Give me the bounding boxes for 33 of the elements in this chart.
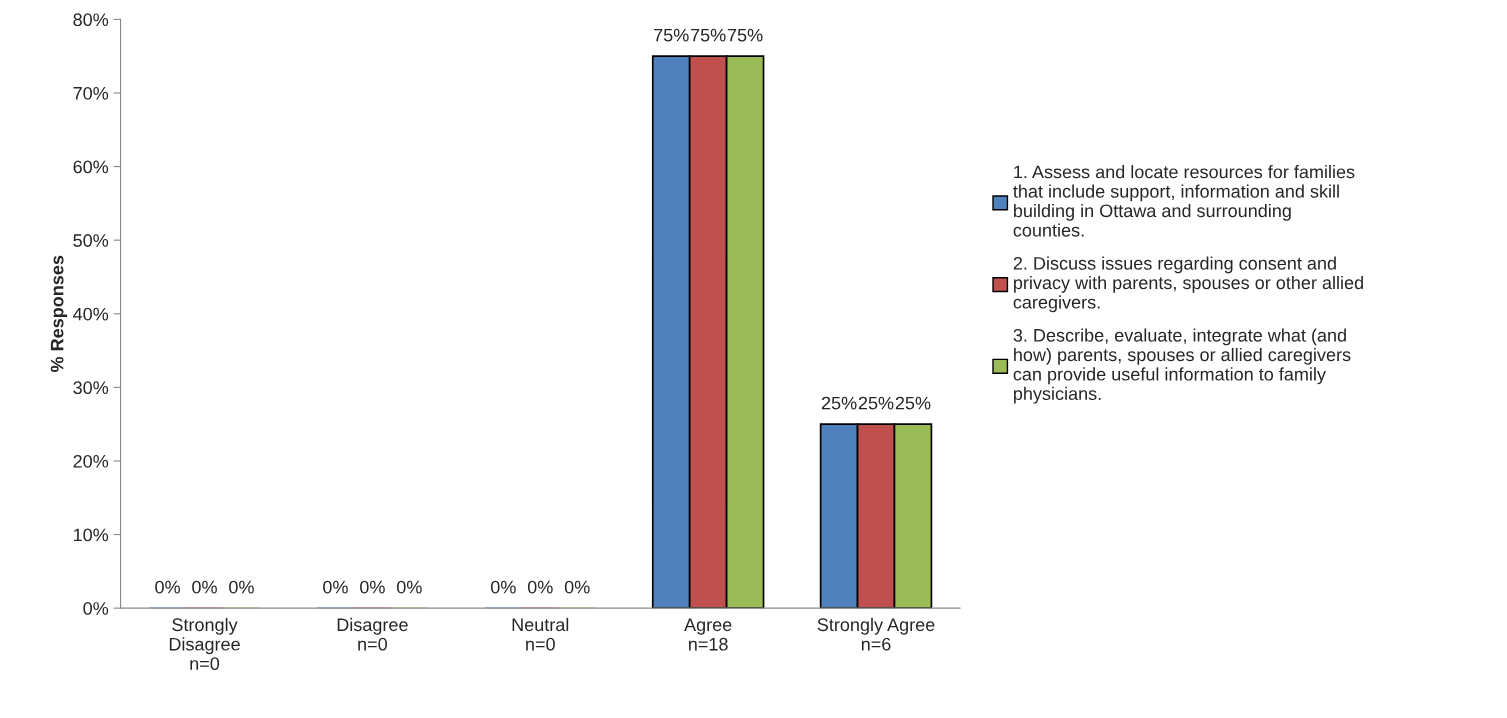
data-label: 0% <box>323 580 348 594</box>
data-label: 75% <box>654 28 689 42</box>
data-label: 75% <box>727 28 763 42</box>
data-label: 0% <box>360 580 385 594</box>
y-tick-label: 60% <box>73 160 109 174</box>
data-label: 0% <box>527 580 553 594</box>
x-tick-label: Strongly Agree n=6 <box>817 617 935 651</box>
x-tick-label: Strongly Disagree n=0 <box>169 617 240 671</box>
data-label: 25% <box>895 396 931 410</box>
y-tick-label: 80% <box>73 13 109 27</box>
y-tick-label: 40% <box>73 307 109 321</box>
legend-label: 3. Describe, evaluate, integrate what (and how) parents, spouses or allied caregivers can provide useful information to family physicians. <box>1013 328 1351 404</box>
data-label: 25% <box>858 396 894 410</box>
data-label: 0% <box>229 580 254 594</box>
data-label: 0% <box>192 580 217 594</box>
legend-label: 2. Discuss issues regarding consent and privacy with parents, spouses or other allied caregivers. <box>1013 256 1363 313</box>
data-label: 0% <box>396 580 422 594</box>
y-axis-title: % Responses <box>50 255 68 373</box>
data-label: 75% <box>691 28 726 42</box>
y-tick-label: 10% <box>73 528 109 542</box>
x-tick-label: Agree n=18 <box>684 618 732 651</box>
data-label: 0% <box>564 580 590 594</box>
data-label: 25% <box>821 396 857 410</box>
y-tick-label: 20% <box>73 454 109 468</box>
y-tick-label: 50% <box>73 234 109 247</box>
y-tick-label: 0% <box>83 602 109 615</box>
x-tick-label: Disagree n=0 <box>337 617 408 651</box>
data-label: 0% <box>490 580 516 594</box>
data-label: 0% <box>155 580 180 594</box>
legend-label: 1. Assess and locate resources for families that include support, information and skill building in Ottawa and surrounding counties. <box>1013 165 1355 237</box>
x-tick-label: Neutral n=0 <box>512 617 569 651</box>
y-tick-label: 30% <box>73 381 109 395</box>
y-tick-label: 70% <box>73 86 109 100</box>
